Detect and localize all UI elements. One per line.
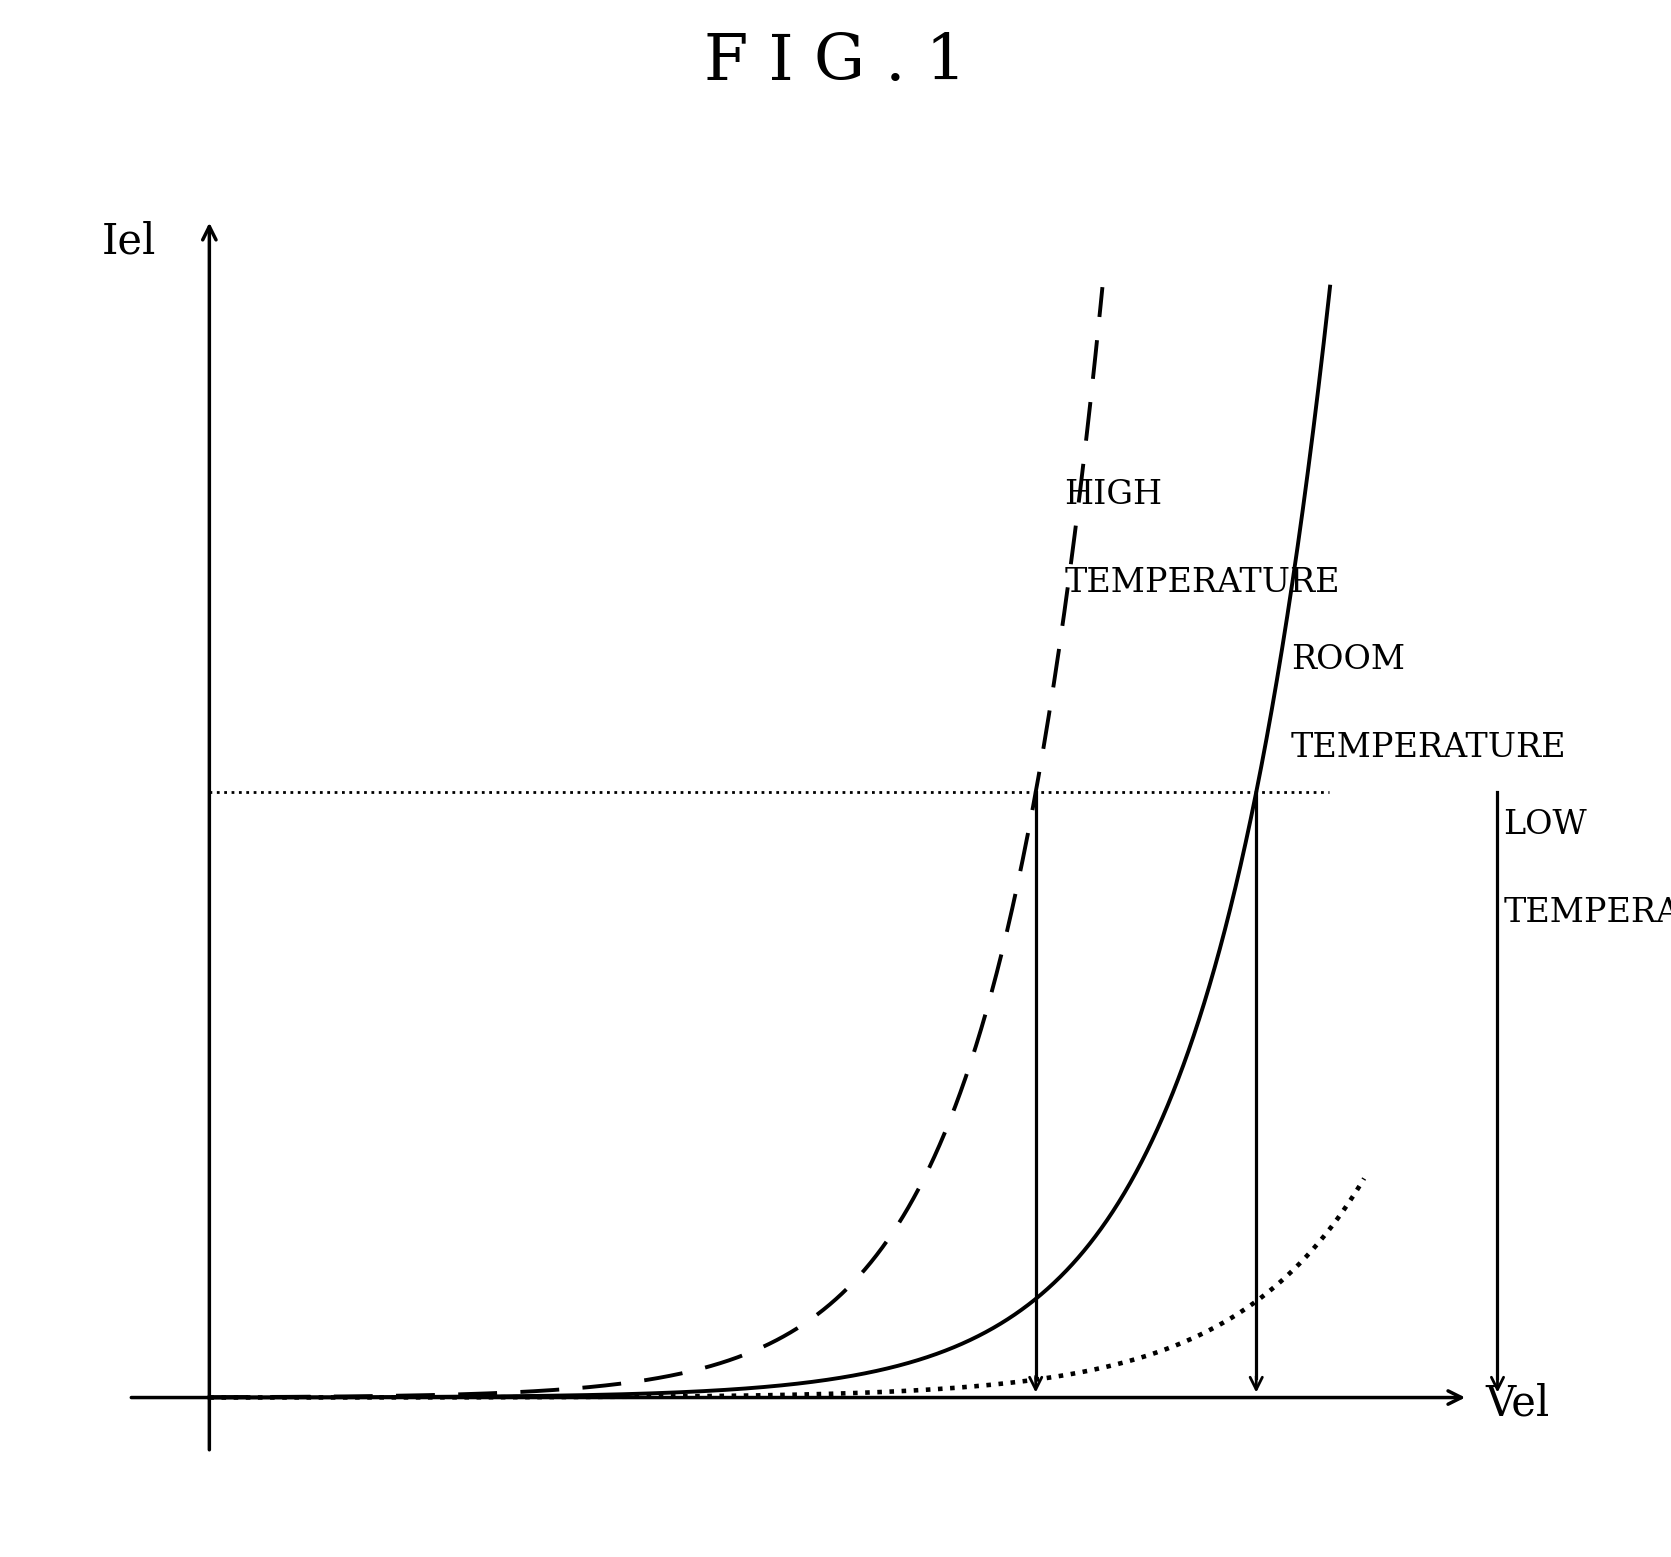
Text: TEMPERATURE: TEMPERATURE <box>1292 732 1566 764</box>
Text: F I G . 1: F I G . 1 <box>703 31 968 93</box>
Text: TEMPERATURE: TEMPERATURE <box>1504 897 1671 930</box>
Text: Vel: Vel <box>1486 1383 1549 1425</box>
Text: ROOM: ROOM <box>1292 645 1405 676</box>
Text: HIGH: HIGH <box>1064 480 1163 511</box>
Text: TEMPERATURE: TEMPERATURE <box>1064 567 1340 599</box>
Text: Iel: Iel <box>102 221 155 263</box>
Text: LOW: LOW <box>1504 810 1587 841</box>
